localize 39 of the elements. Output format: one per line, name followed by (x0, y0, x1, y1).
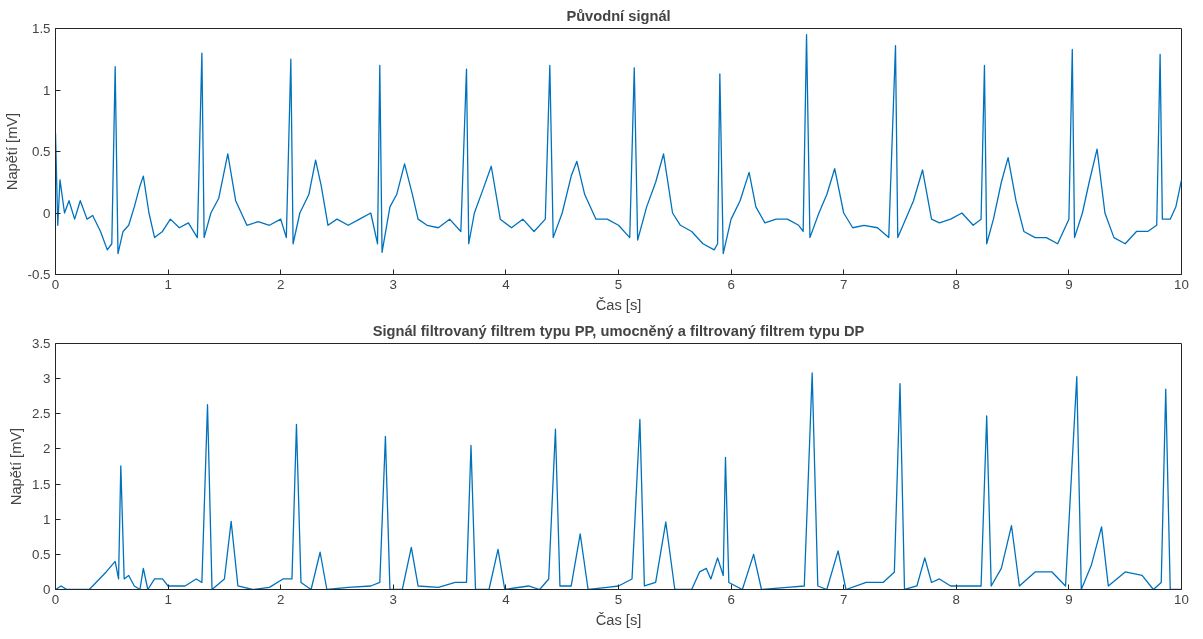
x-tick-label: 6 (727, 591, 735, 607)
y-tick-label: 3 (43, 371, 51, 387)
y-tick-label: 1 (43, 511, 51, 527)
x-tick-label: 1 (164, 591, 172, 607)
y-tick-label: 0.5 (31, 546, 51, 562)
x-tick-label: 2 (276, 591, 285, 607)
y-tick-label: 0.5 (31, 144, 51, 159)
x-axis-title: Čas [s] (595, 611, 642, 628)
x-tick-label: 2 (276, 276, 285, 292)
y-tick-label: -0.5 (27, 267, 51, 282)
x-tick-label: 9 (1065, 591, 1073, 607)
x-tick-label: 5 (614, 276, 623, 292)
x-tick-label: 8 (952, 591, 961, 607)
y-tick-label: 0 (43, 205, 51, 221)
y-tick-label: 1.5 (31, 476, 51, 492)
line-series (55, 34, 1182, 255)
x-tick-label: 3 (389, 276, 398, 292)
y-tick-label: 1.5 (31, 21, 51, 36)
x-tick-label: 6 (727, 276, 735, 292)
x-tick-label: 4 (502, 276, 511, 292)
x-tick-label: 8 (952, 276, 961, 292)
x-tick-label: 7 (839, 276, 848, 292)
x-tick-label: 10 (1174, 276, 1189, 292)
chart-title: Signál filtrovaný filtrem typu PP, umocněný a filtrovaný filtrem typu DP (372, 322, 865, 339)
x-tick-label: 5 (614, 591, 623, 607)
x-tick-label: 7 (839, 591, 848, 607)
x-tick-label: 4 (502, 591, 511, 607)
y-axis-title: Napětí [mV] (3, 112, 20, 191)
y-tick-label: 1 (43, 82, 51, 98)
x-tick-label: 1 (164, 276, 172, 292)
x-tick-label: 9 (1065, 276, 1073, 292)
y-tick-label: 2 (43, 441, 51, 457)
chart-title: Původní signál (566, 7, 671, 24)
x-tick-label: 3 (389, 591, 398, 607)
y-tick-label: 2.5 (31, 406, 51, 422)
x-axis-title: Čas [s] (595, 296, 642, 313)
y-axis-title: Napětí [mV] (7, 427, 24, 506)
x-tick-label: 10 (1174, 591, 1189, 607)
y-tick-label: 3.5 (31, 336, 51, 351)
